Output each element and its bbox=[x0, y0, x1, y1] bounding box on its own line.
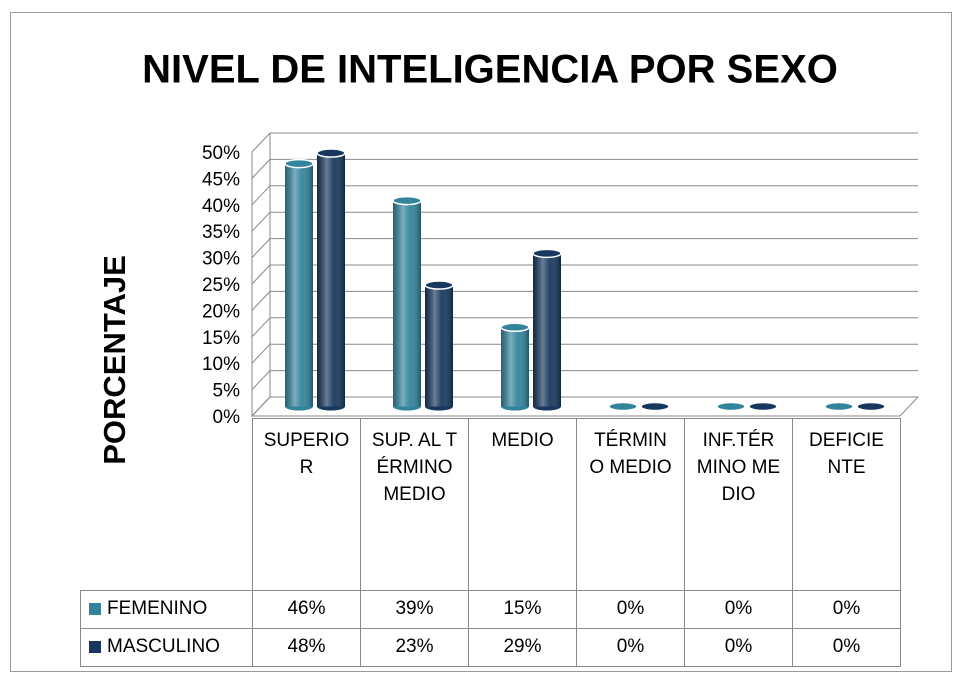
legend-key bbox=[89, 641, 101, 653]
grid-line bbox=[251, 370, 271, 390]
y-tick-label: 50% bbox=[202, 143, 240, 164]
grid-line bbox=[251, 185, 271, 206]
bar-top bbox=[316, 148, 346, 158]
y-axis-title: PORCENTAJE bbox=[97, 255, 132, 465]
category-label: DEFICIENTE bbox=[792, 418, 901, 591]
bar-top bbox=[424, 280, 454, 290]
grid-line bbox=[251, 343, 271, 364]
legend-entry: MASCULINO bbox=[80, 628, 253, 667]
y-tick-label: 40% bbox=[202, 196, 240, 217]
bar-top bbox=[856, 401, 886, 412]
bar-cylinder bbox=[748, 401, 778, 412]
bar-cylinder bbox=[424, 280, 454, 411]
bar-top bbox=[532, 248, 562, 259]
category-label: MEDIO bbox=[468, 418, 577, 591]
chart-title: NIVEL DE INTELIGENCIA POR SEXO bbox=[142, 48, 838, 92]
chart-border bbox=[10, 12, 952, 672]
category-label: TÉRMINO MEDIO bbox=[576, 418, 685, 591]
bar-cylinder bbox=[608, 401, 638, 412]
data-label: 29% bbox=[468, 628, 577, 667]
y-tick-label: 20% bbox=[202, 301, 240, 322]
bar-shine bbox=[285, 163, 313, 407]
floor bbox=[250, 396, 920, 417]
grid-line bbox=[251, 291, 271, 311]
bar-top bbox=[500, 322, 530, 333]
data-label: 0% bbox=[792, 628, 901, 667]
y-tick-label: 25% bbox=[202, 275, 240, 296]
data-label: 23% bbox=[360, 628, 469, 667]
y-tick-label: 30% bbox=[202, 249, 240, 270]
legend-label: FEMENINO bbox=[107, 598, 208, 619]
bar-cylinder bbox=[716, 401, 746, 412]
category-label: SUP. AL TÉRMINO MEDIO bbox=[360, 418, 469, 591]
bar-cylinder bbox=[392, 195, 422, 411]
grid-line bbox=[251, 132, 271, 153]
bar-top bbox=[392, 195, 422, 206]
bar-shine bbox=[501, 327, 529, 407]
data-label: 0% bbox=[576, 628, 685, 667]
bar-cylinder bbox=[284, 158, 314, 411]
bar-top bbox=[824, 401, 854, 412]
bar-top bbox=[284, 158, 314, 169]
y-tick-label: 10% bbox=[202, 354, 240, 375]
y-tick-label: 5% bbox=[213, 381, 241, 402]
bar-top bbox=[640, 401, 670, 412]
bar-top bbox=[748, 401, 778, 412]
y-tick-label: 35% bbox=[202, 222, 240, 243]
grid-line bbox=[251, 317, 271, 338]
grid-line bbox=[251, 211, 271, 232]
grid-line bbox=[251, 264, 271, 285]
data-label: 0% bbox=[684, 628, 793, 667]
bar-shine bbox=[533, 253, 561, 407]
data-label: 39% bbox=[360, 590, 469, 629]
bar-cylinder bbox=[316, 148, 346, 411]
data-label: 46% bbox=[252, 590, 361, 629]
y-tick-label: 0% bbox=[213, 407, 241, 428]
bar-cylinder bbox=[640, 401, 670, 412]
legend-key bbox=[89, 603, 101, 615]
data-label: 15% bbox=[468, 590, 577, 629]
bar-shine bbox=[425, 285, 453, 407]
bar-cylinder bbox=[532, 248, 562, 411]
legend-entry: FEMENINO bbox=[80, 590, 253, 629]
bar-cylinder bbox=[500, 322, 530, 411]
y-tick-label: 15% bbox=[202, 328, 240, 349]
bar-shine bbox=[393, 200, 421, 407]
data-label: 0% bbox=[792, 590, 901, 629]
legend-label: MASCULINO bbox=[107, 636, 220, 657]
data-label: 48% bbox=[252, 628, 361, 667]
bar-shine bbox=[317, 153, 345, 407]
data-label: 0% bbox=[684, 590, 793, 629]
category-label: INF.TÉRMINO MEDIO bbox=[684, 418, 793, 591]
bar-cylinder bbox=[824, 401, 854, 412]
grid-line bbox=[251, 159, 271, 179]
data-label: 0% bbox=[576, 590, 685, 629]
y-tick-label: 45% bbox=[202, 169, 240, 190]
bar-top bbox=[608, 401, 638, 412]
grid-line bbox=[251, 396, 271, 417]
grid-line bbox=[251, 238, 271, 258]
category-label: SUPERIOR bbox=[252, 418, 361, 591]
bar-top bbox=[716, 401, 746, 412]
bar-cylinder bbox=[856, 401, 886, 412]
